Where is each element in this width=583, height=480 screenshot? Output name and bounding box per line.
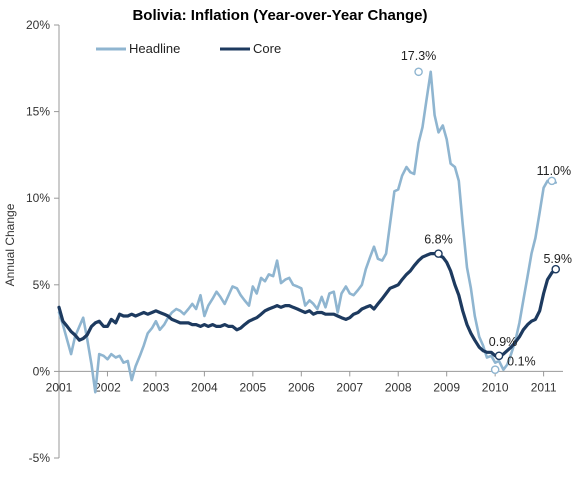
legend: Headline Core bbox=[96, 41, 281, 56]
x-tick-label: 2002 bbox=[94, 380, 121, 394]
x-tick-label: 2009 bbox=[433, 380, 460, 394]
annotation-marker bbox=[490, 365, 500, 374]
annotation-layer: 17.3% 6.8% 0.9% 0.1% 11.0% 5.9% bbox=[401, 49, 572, 374]
x-tick-label: 2001 bbox=[46, 380, 73, 394]
chart-title: Bolivia: Inflation (Year-over-Year Chang… bbox=[132, 7, 427, 24]
annotation-marker bbox=[547, 176, 557, 186]
annotation-label: 11.0% bbox=[537, 164, 572, 178]
annotation-label: 0.1% bbox=[507, 355, 535, 369]
annotation-marker bbox=[434, 249, 443, 258]
x-axis: 2001 2002 2003 2004 2005 2006 2007 2008 2009 2010… bbox=[46, 370, 563, 394]
y-axis-label: Annual Change bbox=[3, 203, 17, 286]
annotation-label: 0.9% bbox=[489, 335, 518, 349]
y-tick-label: 15% bbox=[26, 105, 50, 119]
y-tick-label: 20% bbox=[26, 18, 50, 32]
x-tick-label: 2011 bbox=[531, 380, 557, 394]
annotation-marker bbox=[551, 264, 561, 274]
annotation-label: 17.3% bbox=[401, 49, 436, 63]
x-tick-label: 2008 bbox=[385, 380, 412, 394]
x-tick-label: 2005 bbox=[239, 380, 266, 394]
x-tick-label: 2010 bbox=[482, 380, 509, 394]
annotation-label: 6.8% bbox=[424, 233, 453, 247]
y-tick-label: 10% bbox=[26, 191, 50, 205]
x-tick-label: 2007 bbox=[336, 380, 363, 394]
annotation-marker bbox=[414, 67, 423, 77]
series-layer bbox=[57, 70, 558, 394]
series-line-headline bbox=[57, 70, 558, 394]
y-tick-label: 5% bbox=[33, 278, 51, 292]
y-axis: 20% 15% 10% 5% 0% -5% bbox=[26, 18, 60, 465]
series-line-core bbox=[57, 252, 558, 358]
x-tick-label: 2004 bbox=[191, 380, 218, 394]
legend-core-label: Core bbox=[253, 41, 281, 56]
x-tick-label: 2006 bbox=[288, 380, 315, 394]
y-tick-label: -5% bbox=[29, 451, 51, 465]
y-tick-label: 0% bbox=[33, 364, 51, 378]
annotation-marker bbox=[494, 351, 504, 361]
legend-headline-label: Headline bbox=[129, 41, 180, 56]
annotation-label: 5.9% bbox=[543, 252, 572, 266]
x-tick-label: 2003 bbox=[143, 380, 170, 394]
